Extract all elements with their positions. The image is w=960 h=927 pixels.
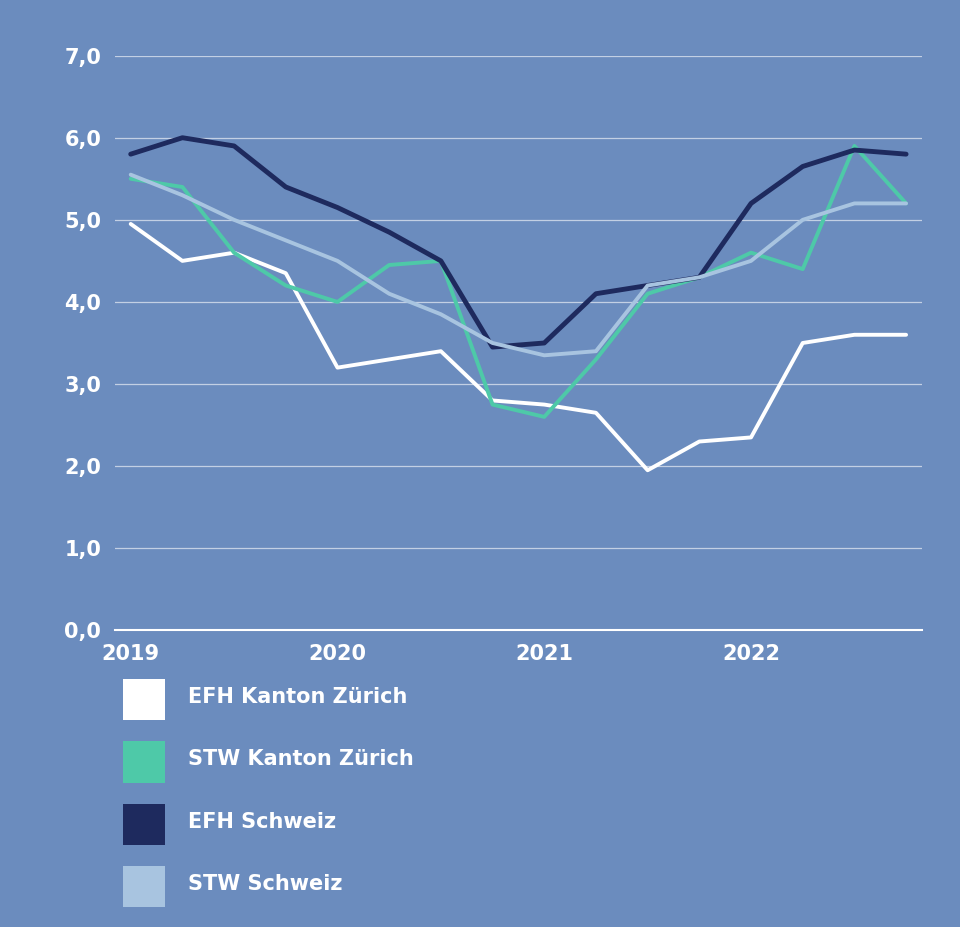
EFH Schweiz	[849, 145, 860, 156]
Line: EFH Kanton Zürich: EFH Kanton Zürich	[131, 224, 906, 470]
Text: STW Kanton Zürich: STW Kanton Zürich	[188, 749, 414, 769]
STW Kanton Zürich	[849, 140, 860, 151]
FancyBboxPatch shape	[123, 679, 165, 720]
STW Kanton Zürich	[900, 197, 912, 209]
EFH Schweiz	[228, 140, 240, 151]
EFH Kanton Zürich	[280, 268, 292, 279]
EFH Kanton Zürich	[332, 362, 344, 374]
EFH Schweiz	[125, 148, 136, 159]
Text: STW Schweiz: STW Schweiz	[188, 874, 343, 894]
EFH Schweiz	[797, 161, 808, 172]
EFH Schweiz	[383, 226, 395, 237]
FancyBboxPatch shape	[123, 804, 165, 845]
STW Kanton Zürich	[177, 182, 188, 193]
STW Schweiz	[693, 272, 705, 283]
Line: EFH Schweiz: EFH Schweiz	[131, 138, 906, 347]
Line: STW Kanton Zürich: STW Kanton Zürich	[131, 146, 906, 417]
STW Kanton Zürich	[280, 280, 292, 291]
EFH Kanton Zürich	[435, 346, 446, 357]
EFH Kanton Zürich	[590, 407, 602, 418]
STW Schweiz	[797, 214, 808, 225]
EFH Schweiz	[435, 255, 446, 266]
STW Schweiz	[228, 214, 240, 225]
EFH Schweiz	[590, 288, 602, 299]
STW Schweiz	[745, 255, 756, 266]
EFH Schweiz	[693, 272, 705, 283]
EFH Schweiz	[280, 182, 292, 193]
STW Kanton Zürich	[332, 297, 344, 308]
STW Schweiz	[332, 255, 344, 266]
EFH Schweiz	[177, 133, 188, 144]
STW Kanton Zürich	[435, 255, 446, 266]
STW Kanton Zürich	[228, 248, 240, 259]
EFH Kanton Zürich	[125, 219, 136, 230]
EFH Kanton Zürich	[177, 255, 188, 266]
EFH Schweiz	[900, 148, 912, 159]
Line: STW Schweiz: STW Schweiz	[131, 174, 906, 355]
STW Schweiz	[539, 349, 550, 361]
EFH Schweiz	[642, 280, 654, 291]
STW Schweiz	[642, 280, 654, 291]
STW Kanton Zürich	[642, 288, 654, 299]
STW Schweiz	[280, 235, 292, 246]
STW Kanton Zürich	[125, 173, 136, 184]
STW Schweiz	[383, 288, 395, 299]
STW Kanton Zürich	[745, 248, 756, 259]
EFH Kanton Zürich	[228, 248, 240, 259]
STW Kanton Zürich	[797, 263, 808, 274]
EFH Kanton Zürich	[745, 432, 756, 443]
STW Kanton Zürich	[590, 354, 602, 365]
EFH Kanton Zürich	[642, 464, 654, 476]
Text: EFH Kanton Zürich: EFH Kanton Zürich	[188, 687, 408, 707]
Text: EFH Schweiz: EFH Schweiz	[188, 812, 336, 832]
EFH Kanton Zürich	[693, 436, 705, 447]
STW Kanton Zürich	[383, 260, 395, 271]
STW Schweiz	[177, 190, 188, 201]
EFH Kanton Zürich	[487, 395, 498, 406]
STW Schweiz	[900, 197, 912, 209]
EFH Schweiz	[332, 202, 344, 213]
EFH Schweiz	[487, 341, 498, 352]
EFH Kanton Zürich	[797, 337, 808, 349]
FancyBboxPatch shape	[123, 742, 165, 782]
STW Schweiz	[435, 309, 446, 320]
STW Schweiz	[125, 169, 136, 180]
EFH Kanton Zürich	[849, 329, 860, 340]
EFH Kanton Zürich	[539, 399, 550, 410]
FancyBboxPatch shape	[123, 866, 165, 908]
STW Schweiz	[487, 337, 498, 349]
EFH Kanton Zürich	[900, 329, 912, 340]
EFH Kanton Zürich	[383, 354, 395, 365]
EFH Schweiz	[745, 197, 756, 209]
STW Kanton Zürich	[693, 272, 705, 283]
STW Kanton Zürich	[539, 412, 550, 423]
STW Schweiz	[590, 346, 602, 357]
STW Kanton Zürich	[487, 399, 498, 410]
EFH Schweiz	[539, 337, 550, 349]
STW Schweiz	[849, 197, 860, 209]
